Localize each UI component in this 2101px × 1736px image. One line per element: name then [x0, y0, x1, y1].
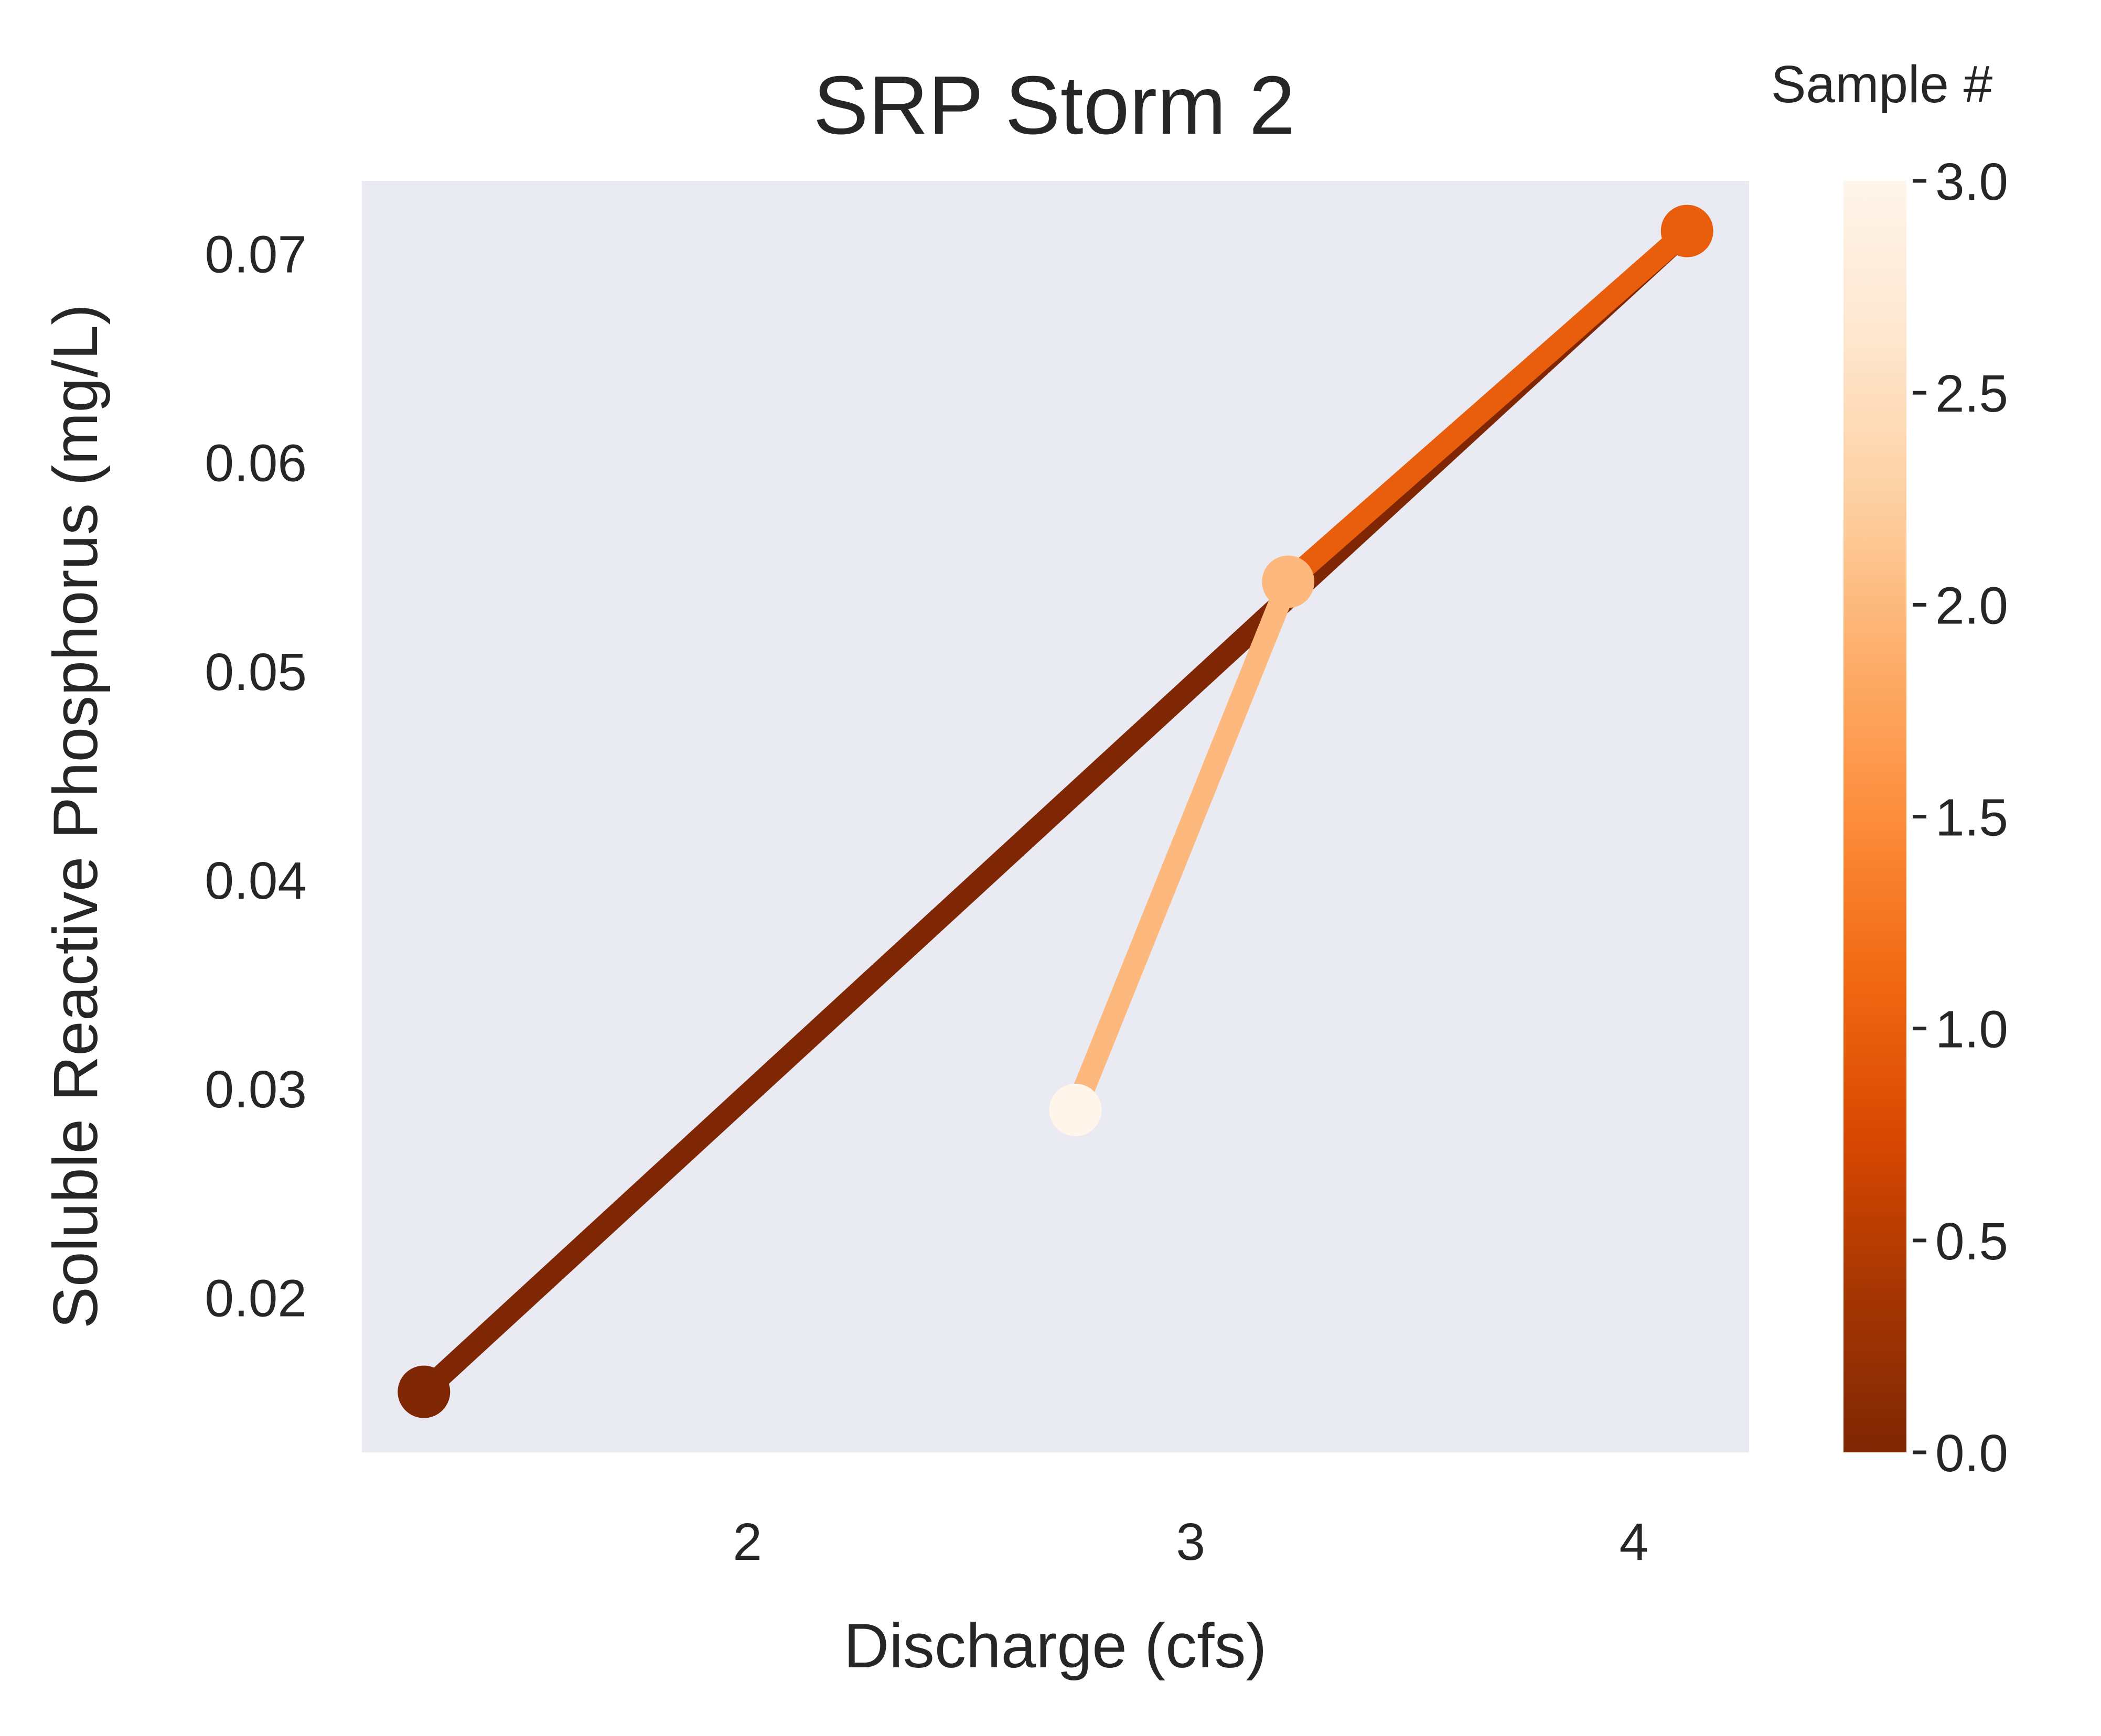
- series-segment-2: [1065, 577, 1299, 1114]
- data-point-2: [1262, 555, 1315, 608]
- data-point-0: [398, 1365, 451, 1418]
- y-axis-label: Soluble Reactive Phosphorus (mg/L): [40, 304, 111, 1329]
- series-points: [398, 204, 1713, 1418]
- colorbar-tick-label: 2.0: [1935, 576, 2008, 635]
- colorbar-tick-label: 2.5: [1935, 364, 2008, 423]
- colorbar-tick-label: 1.0: [1935, 1000, 2008, 1059]
- series-segment-1: [1281, 222, 1695, 590]
- x-tick-label: 2: [733, 1513, 762, 1571]
- y-axis-ticks: 0.02 0.03 0.04 0.05 0.06 0.07: [205, 225, 307, 1328]
- x-tick-label: 4: [1619, 1513, 1648, 1571]
- y-tick-label: 0.05: [205, 643, 307, 702]
- y-tick-label: 0.02: [205, 1269, 307, 1328]
- y-tick-label: 0.06: [205, 434, 307, 493]
- colorbar-ticks: 0.0 0.5 1.0 1.5 2.0 2.5 3.0: [1913, 153, 2008, 1483]
- colorbar-title: Sample #: [1771, 55, 1993, 114]
- y-tick-label: 0.07: [205, 225, 307, 284]
- data-point-1: [1660, 204, 1713, 257]
- series-lines: [416, 222, 1695, 1400]
- colorbar-tick-label: 0.5: [1935, 1212, 2008, 1271]
- chart-title: SRP Storm 2: [813, 59, 1295, 152]
- colorbar-tick-label: 3.0: [1935, 153, 2008, 211]
- colorbar-tick-label: 0.0: [1935, 1424, 2008, 1483]
- colorbar: [1843, 181, 1906, 1452]
- x-axis-label: Discharge (cfs): [844, 1611, 1267, 1681]
- x-axis-ticks: 2 3 4: [733, 1513, 1648, 1571]
- colorbar-tick-label: 1.5: [1935, 789, 2008, 847]
- x-tick-label: 3: [1176, 1513, 1205, 1571]
- data-point-3: [1049, 1083, 1102, 1136]
- y-tick-label: 0.03: [205, 1060, 307, 1119]
- y-tick-label: 0.04: [205, 851, 307, 910]
